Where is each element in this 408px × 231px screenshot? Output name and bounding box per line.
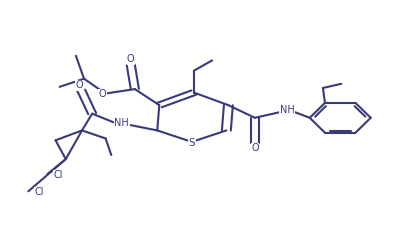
Text: S: S	[188, 138, 195, 148]
Text: Cl: Cl	[34, 187, 44, 198]
Text: O: O	[99, 89, 106, 99]
Text: NH: NH	[280, 105, 295, 115]
Text: NH: NH	[115, 118, 129, 128]
Text: O: O	[127, 54, 135, 64]
Text: O: O	[75, 80, 83, 90]
Text: Cl: Cl	[53, 170, 63, 180]
Text: O: O	[251, 143, 259, 153]
